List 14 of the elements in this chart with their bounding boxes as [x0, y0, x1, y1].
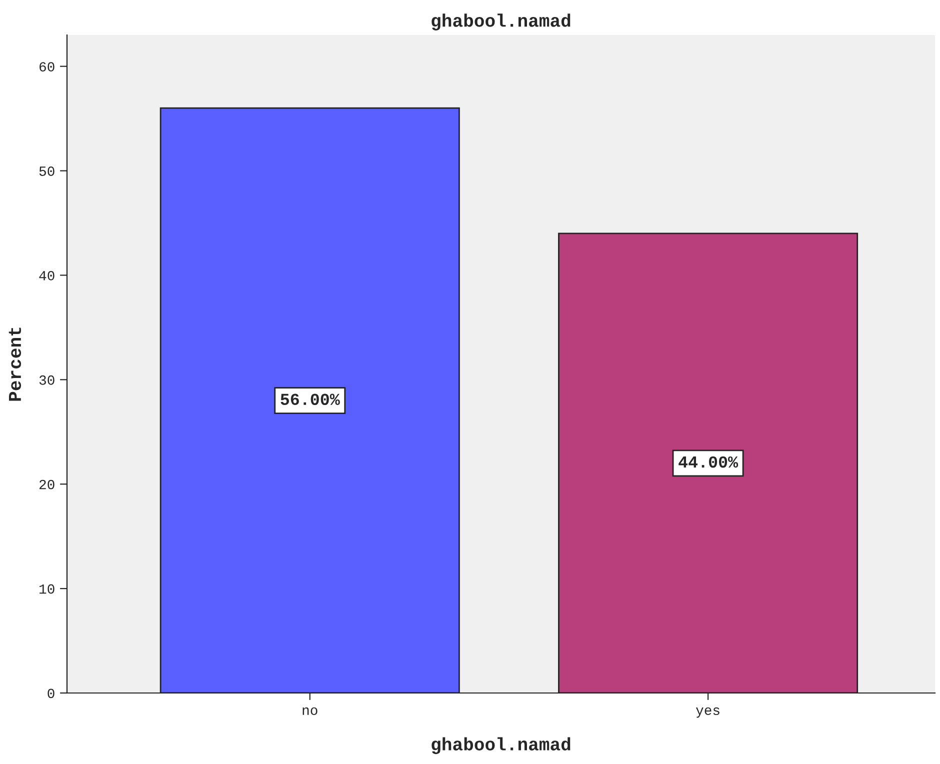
y-axis-title: Percent: [8, 328, 22, 401]
y-tick-label: 10: [40, 584, 54, 594]
x-axis-title: ghabool.namad: [432, 737, 570, 754]
y-tick-label: 40: [39, 270, 54, 280]
y-tick-label: 50: [39, 166, 54, 176]
y-tick-label: 20: [40, 480, 54, 490]
data-label: 56.00%: [280, 394, 340, 406]
y-tick-label: 60: [40, 62, 54, 72]
y-tick-label: 30: [39, 375, 54, 385]
chart-title: ghabool.namad: [432, 14, 570, 30]
x-tick-label: no: [302, 707, 318, 716]
data-label: 44.00%: [678, 456, 738, 468]
y-tick-label: 0: [48, 688, 54, 698]
x-tick-label: yes: [696, 707, 720, 718]
